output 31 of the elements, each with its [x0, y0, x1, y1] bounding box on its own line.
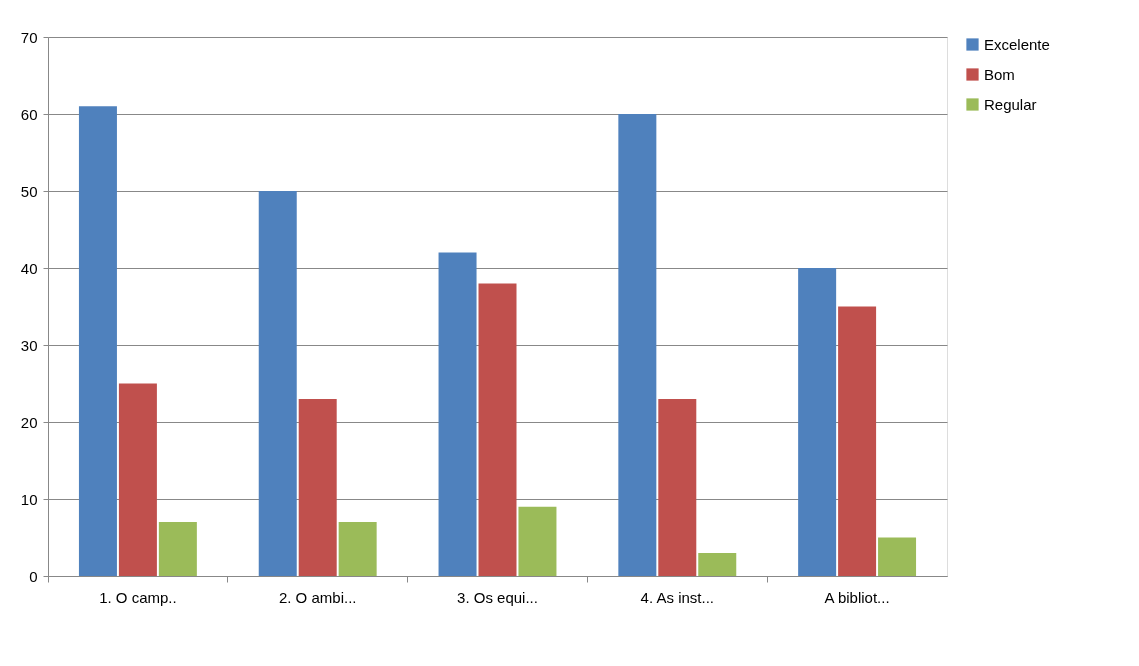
x-tick-label: 2. O ambi... — [278, 588, 357, 606]
bar — [338, 522, 377, 576]
x-tick-label: 1. O camp.. — [99, 588, 177, 606]
legend-label: Excelente — [984, 35, 1050, 53]
y-tick-label: 0 — [29, 567, 38, 585]
y-tick-label: 40 — [20, 259, 38, 277]
bar — [798, 268, 837, 576]
legend-label: Regular — [984, 95, 1037, 113]
bar — [478, 283, 517, 576]
y-tick-label: 60 — [20, 105, 38, 123]
y-tick-label: 20 — [20, 413, 38, 431]
bar — [298, 398, 337, 576]
x-tick-label: A bibliot... — [824, 588, 890, 606]
legend-label: Bom — [984, 65, 1015, 83]
bar — [438, 252, 477, 576]
bar — [878, 537, 917, 576]
bar — [698, 552, 737, 576]
y-tick-label: 70 — [20, 28, 38, 46]
x-tick-label: 4. As inst... — [640, 588, 714, 606]
bar — [78, 106, 117, 576]
y-tick-label: 30 — [20, 336, 38, 354]
bar — [258, 191, 297, 576]
x-tick-label: 3. Os equi... — [457, 588, 538, 606]
y-tick-label: 10 — [20, 490, 38, 508]
bar — [658, 398, 697, 576]
bar — [618, 114, 657, 576]
bar — [838, 306, 877, 576]
y-tick-label: 50 — [20, 182, 38, 200]
bar — [118, 383, 157, 576]
bar — [158, 522, 197, 576]
bar — [518, 506, 557, 576]
